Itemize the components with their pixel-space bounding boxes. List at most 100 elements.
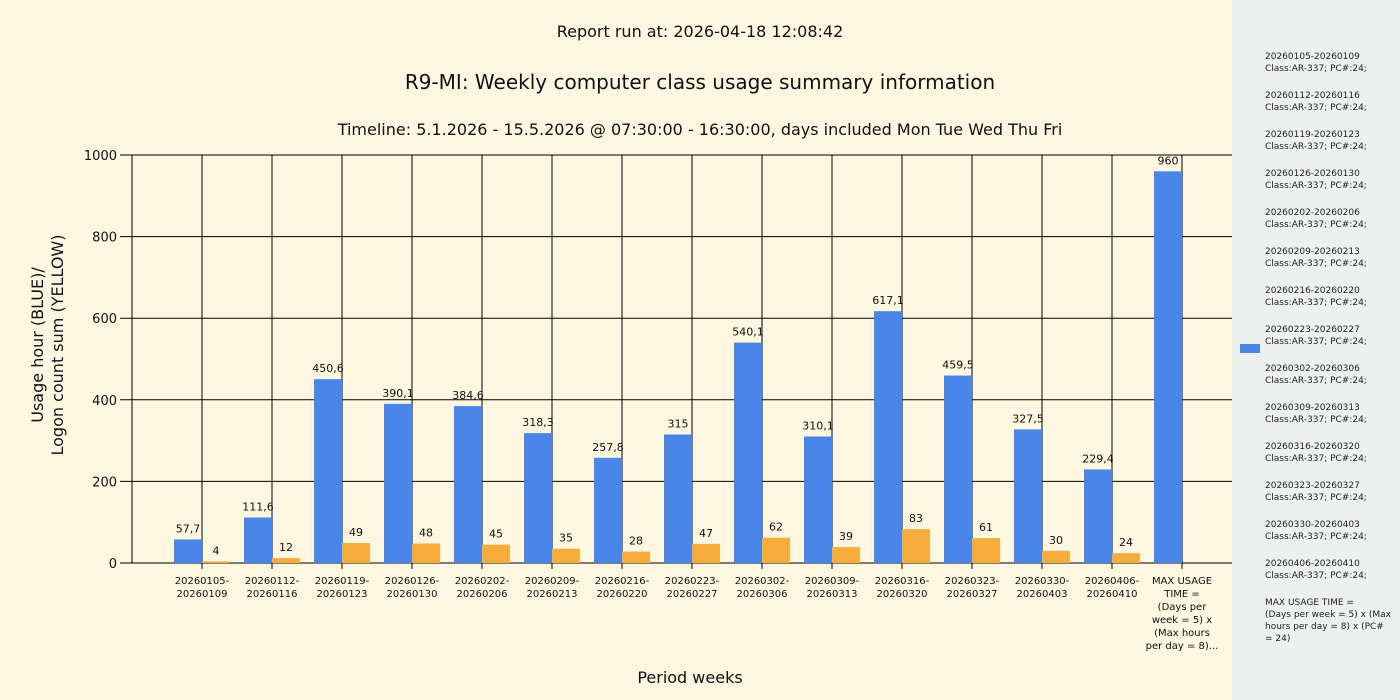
legend-entry-period: 20260112-20260116 [1265,91,1360,101]
legend-entry: 20260216-20260220 Class:AR-337; PC#:24; [1265,285,1395,309]
legend-entry: 20260330-20260403 Class:AR-337; PC#:24; [1265,519,1395,543]
usage-bar-label: 960 [1158,154,1179,167]
x-tick-label-line: 20260330- [1015,576,1070,587]
usage-bar-label: 327,5 [1012,412,1044,425]
x-tick-label-line: 20260223- [665,576,720,587]
legend-entry-class: Class:AR-337; PC#:24; [1265,337,1367,347]
legend-entry: 20260406-20260410 Class:AR-337; PC#:24; [1265,558,1395,582]
usage-bar-label: 450,6 [312,362,344,375]
usage-bar-label: 540,1 [732,326,764,339]
logon-bar-label: 24 [1119,536,1133,549]
legend-entry: 20260202-20260206 Class:AR-337; PC#:24; [1265,207,1395,231]
usage-bar-label: 318,3 [522,416,554,429]
x-tick-label: 20260223- 20260227 [665,576,720,600]
legend-entry-period: 20260126-20260130 [1265,169,1360,179]
x-tick-label-line: (Days per [1158,602,1208,613]
legend-entry-class: Class:AR-337; PC#:24; [1265,103,1367,113]
logon-bar-label: 30 [1049,534,1063,547]
legend-entry-period: 20260209-20260213 [1265,247,1360,257]
x-tick-label-line: (Max hours [1154,628,1210,639]
legend-entry-period: 20260309-20260313 [1265,403,1360,413]
legend-entry: 20260316-20260320 Class:AR-337; PC#:24; [1265,441,1395,465]
logon-bar-label: 35 [559,532,573,545]
x-tick-label: MAX USAGE TIME = (Days per week = 5) x (Max … [1146,576,1219,652]
legend-entry-period: 20260323-20260327 [1265,481,1360,491]
y-tick-label: 1000 [84,149,117,164]
x-tick-label-line: 20260206 [457,589,508,600]
y-tick-label: 600 [92,312,117,327]
x-tick-label: 20260302- 20260306 [735,576,790,600]
y-tick-label: 200 [92,475,117,490]
x-tick-label-line: 20260112- [245,576,300,587]
x-tick-label-line: week = 5) x [1152,615,1212,626]
x-tick-label-line: 20260109 [177,589,228,600]
logon-bar [552,548,580,563]
logon-bar-label: 12 [279,541,293,554]
logon-bar [832,547,860,563]
usage-bar-label: 111,6 [242,500,274,513]
x-tick-label-line: 20260316- [875,576,930,587]
legend-entry-period: 20260316-20260320 [1265,442,1360,452]
x-tick-label-line: 20260327 [947,589,998,600]
x-tick-label-line: 20260227 [667,589,718,600]
chart-title: R9-MI: Weekly computer class usage summa… [404,70,996,94]
usage-bar [664,434,692,563]
x-tick-label-line: 20260213 [527,589,578,600]
x-tick-label-line: 20260410 [1087,589,1138,600]
usage-bar-label: 617,1 [872,294,904,307]
legend-entry-class: Class:AR-337; PC#:24; [1265,493,1367,503]
usage-bar-label: 315 [668,417,689,430]
logon-bar-label: 62 [769,521,783,534]
x-tick-label-line: 20260123 [317,589,368,600]
chart-area [0,0,1232,700]
x-tick-label-line: 20260306 [737,589,788,600]
legend-entry-period: 20260406-20260410 [1265,559,1360,569]
legend-entry-period: 20260202-20260206 [1265,208,1360,218]
logon-bar [1042,550,1070,563]
x-tick-label-line: MAX USAGE [1152,576,1212,587]
legend-entry-class: Class:AR-337; PC#:24; [1265,220,1367,230]
x-tick-label: 20260105- 20260109 [175,576,230,600]
legend-entry-class: Class:AR-337; PC#:24; [1265,415,1367,425]
legend-entry: 20260223-20260227 Class:AR-337; PC#:24; [1265,324,1395,348]
legend-entry-class: Class:AR-337; PC#:24; [1265,181,1367,191]
x-tick-label-line: 20260313 [807,589,858,600]
logon-bar [762,537,790,563]
report-run-at: Report run at: 2026-04-18 12:08:42 [556,22,844,41]
legend-entry: 20260105-20260109 Class:AR-337; PC#:24; [1265,51,1395,75]
logon-bar [272,558,300,563]
usage-bar [594,457,622,563]
timeline-subtitle: Timeline: 5.1.2026 - 15.5.2026 @ 07:30:0… [337,120,1063,139]
logon-bar-label: 4 [213,544,220,557]
usage-bar [804,436,832,563]
logon-bar-label: 28 [629,535,643,548]
x-tick-label: 20260216- 20260220 [595,576,650,600]
legend-entry: 20260126-20260130 Class:AR-337; PC#:24; [1265,168,1395,192]
bar-chart: 0 200 400 600 800 1000 57,7 111,6 450,6 390,1 384,… [84,149,1232,652]
y-tick-label: 800 [92,231,117,246]
usage-bar [944,375,972,563]
x-tick-label-line: 20260209- [525,576,580,587]
legend-panel [1232,0,1400,700]
x-tick-label-line: 20260202- [455,576,510,587]
usage-bar [244,517,272,563]
x-tick-label-line: 20260126- [385,576,440,587]
logon-bar [342,543,370,563]
x-tick-label-line: 20260116 [247,589,298,600]
x-tick-label: 20260112- 20260116 [245,576,300,600]
y-tick-label: 0 [109,557,117,572]
legend-entry-class: Class:AR-337; PC#:24; [1265,142,1367,152]
y-tick-label: 400 [92,394,117,409]
x-tick-label: 20260406- 20260410 [1085,576,1140,600]
legend-entry: 20260209-20260213 Class:AR-337; PC#:24; [1265,246,1395,270]
x-tick-label-line: TIME = [1163,589,1200,600]
legend-entry-class: Class:AR-337; PC#:24; [1265,454,1367,464]
x-tick-label: 20260309- 20260313 [805,576,860,600]
x-axis-label: Period weeks [637,668,743,687]
legend-entry-period: 20260302-20260306 [1265,364,1360,374]
logon-bar [412,543,440,563]
x-tick-label: 20260330- 20260403 [1015,576,1070,600]
legend-entry-class: Class:AR-337; PC#:24; [1265,259,1367,269]
legend-entry: 20260112-20260116 Class:AR-337; PC#:24; [1265,90,1395,114]
logon-bar [972,538,1000,563]
